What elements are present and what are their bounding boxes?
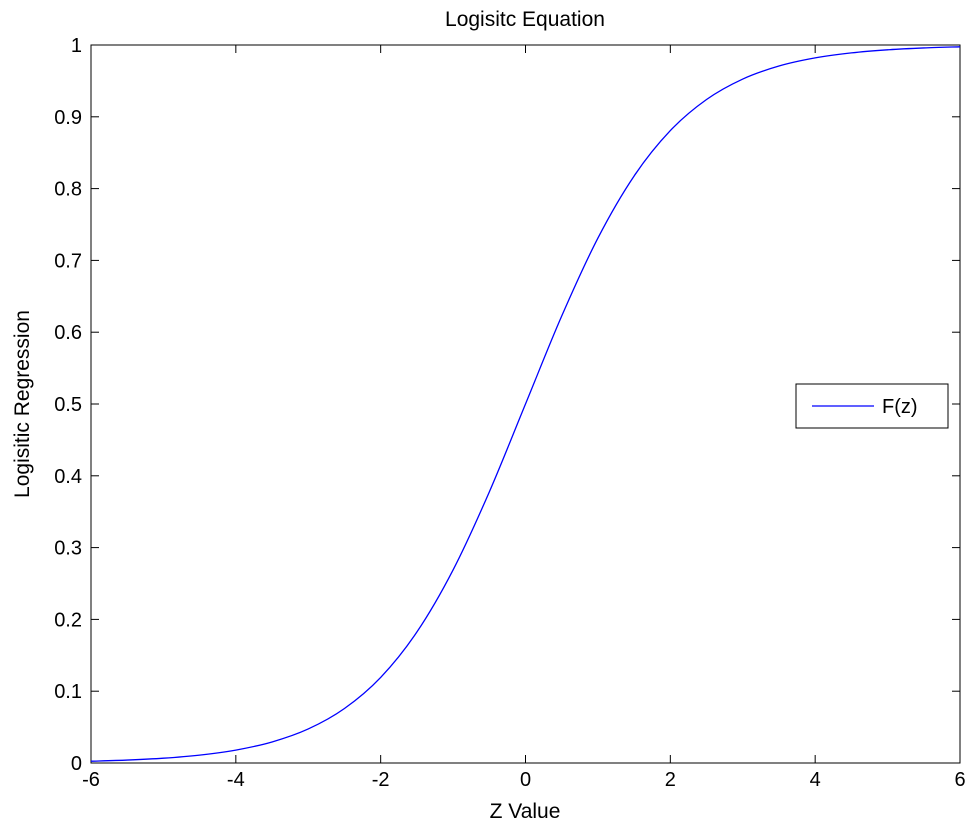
x-tick-label: -2 [372,769,390,791]
axis-ticks [90,44,961,764]
y-tick-label: 0.9 [54,107,82,129]
legend: F(z) [795,383,949,429]
y-tick-label: 0.5 [54,394,82,416]
tick-labels: -6 -4 -2 0 2 4 6 0 0.1 0.2 0.3 0.4 0.5 0.6 0.7 0.8 0.9 1 [54,35,965,791]
y-tick-label: 1 [71,35,82,57]
chart-title: Logisitc Equation [445,8,605,31]
x-tick-label: 2 [665,769,676,791]
y-axis-title: Logisitic Regression [11,310,34,498]
y-tick-label: 0 [71,753,82,775]
x-tick-label: -4 [227,769,245,791]
legend-label-f-z: F(z) [882,396,918,418]
y-tick-label: 0.7 [54,250,82,272]
x-tick-label: -6 [82,769,100,791]
y-tick-label: 0.3 [54,538,82,560]
x-tick-label: 0 [520,769,531,791]
y-tick-label: 0.6 [54,322,82,344]
y-tick-label: 0.2 [54,609,82,631]
x-tick-label: 4 [810,769,821,791]
series-line-f-z [90,46,961,762]
y-tick-label: 0.1 [54,681,82,703]
x-axis-title: Z Value [490,800,561,823]
x-tick-label: 6 [954,769,965,791]
y-tick-label: 0.8 [54,179,82,201]
y-tick-label: 0.4 [54,466,82,488]
